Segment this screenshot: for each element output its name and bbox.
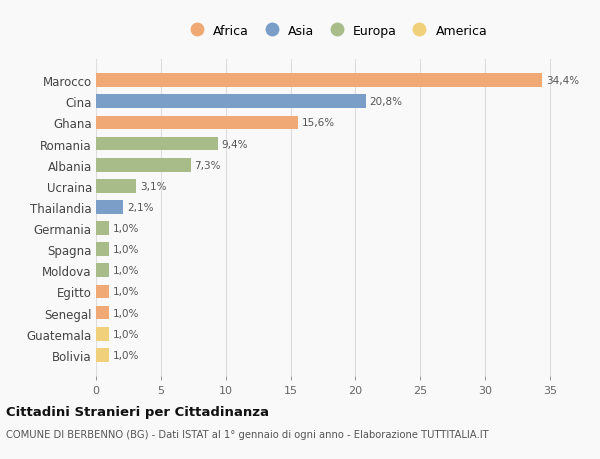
Text: 1,0%: 1,0% <box>113 350 139 360</box>
Bar <box>96 348 109 362</box>
Text: 34,4%: 34,4% <box>546 76 579 86</box>
Bar <box>96 116 298 130</box>
Text: 7,3%: 7,3% <box>194 160 221 170</box>
Text: 1,0%: 1,0% <box>113 329 139 339</box>
Text: 15,6%: 15,6% <box>302 118 335 128</box>
Text: 2,1%: 2,1% <box>127 202 154 213</box>
Bar <box>96 95 366 109</box>
Text: 9,4%: 9,4% <box>222 139 248 149</box>
Text: 1,0%: 1,0% <box>113 245 139 255</box>
Bar <box>96 179 136 193</box>
Text: 1,0%: 1,0% <box>113 308 139 318</box>
Text: Cittadini Stranieri per Cittadinanza: Cittadini Stranieri per Cittadinanza <box>6 405 269 419</box>
Bar <box>96 74 542 88</box>
Bar <box>96 327 109 341</box>
Text: 20,8%: 20,8% <box>370 97 403 107</box>
Bar <box>96 306 109 320</box>
Bar <box>96 264 109 278</box>
Text: 3,1%: 3,1% <box>140 181 167 191</box>
Bar <box>96 222 109 235</box>
Bar <box>96 158 191 172</box>
Bar <box>96 201 123 214</box>
Bar <box>96 285 109 299</box>
Legend: Africa, Asia, Europa, America: Africa, Asia, Europa, America <box>185 25 487 38</box>
Bar <box>96 243 109 257</box>
Text: COMUNE DI BERBENNO (BG) - Dati ISTAT al 1° gennaio di ogni anno - Elaborazione T: COMUNE DI BERBENNO (BG) - Dati ISTAT al … <box>6 429 488 439</box>
Text: 1,0%: 1,0% <box>113 224 139 234</box>
Text: 1,0%: 1,0% <box>113 287 139 297</box>
Text: 1,0%: 1,0% <box>113 266 139 276</box>
Bar <box>96 137 218 151</box>
